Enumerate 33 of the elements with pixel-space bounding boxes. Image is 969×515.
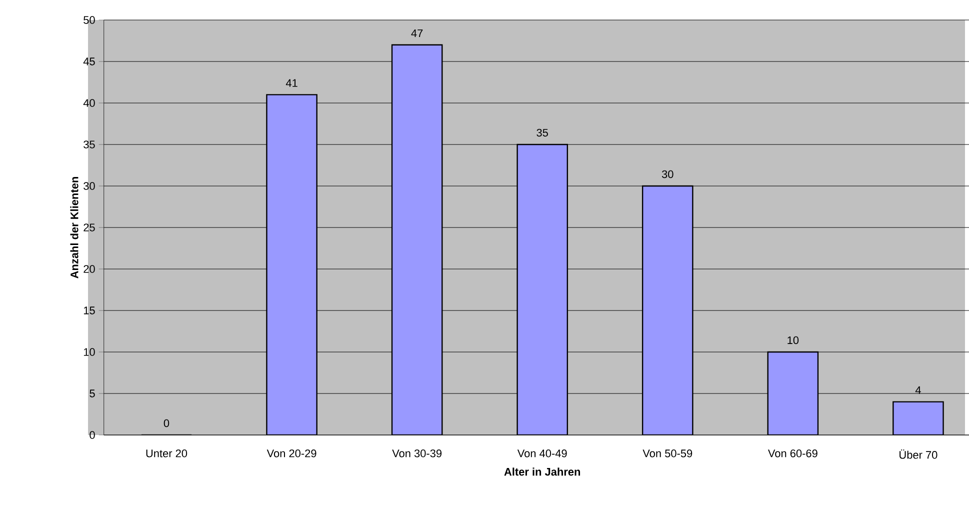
- y-tick-label: 45: [83, 58, 95, 66]
- data-label: 10: [788, 336, 799, 344]
- data-label: 30: [662, 170, 674, 178]
- y-tick-label: 10: [84, 348, 95, 356]
- bar: [642, 185, 694, 435]
- data-label: 0: [164, 419, 170, 428]
- x-tick-label: Von 30-39: [392, 450, 442, 458]
- y-tick-label: 25: [84, 224, 95, 232]
- y-tick-label: 35: [84, 140, 95, 148]
- x-tick-label: Über 70: [900, 450, 938, 459]
- x-tick-label: Von 50-59: [642, 450, 692, 458]
- y-tick-label: 30: [84, 182, 95, 190]
- x-tick-label: Von 20-29: [266, 450, 316, 458]
- x-axis-title: Alter in Jahren: [504, 468, 580, 476]
- y-tick-label: 0: [90, 431, 95, 439]
- bar: [391, 44, 443, 435]
- x-tick-label: Von 60-69: [768, 450, 818, 458]
- data-label: 4: [915, 386, 921, 394]
- y-tick-label: 50: [84, 16, 95, 24]
- x-tick-label: Von 40-49: [517, 450, 567, 458]
- data-label: 35: [536, 128, 548, 137]
- bar: [516, 144, 568, 435]
- data-label: 47: [411, 29, 423, 37]
- x-tick-label: Unter 20: [146, 450, 188, 458]
- bar: [266, 94, 318, 435]
- bar: [767, 351, 819, 435]
- y-axis-title: Anzahl der Klienten: [70, 177, 78, 278]
- y-tick-label: 5: [90, 390, 95, 398]
- bar: [892, 401, 944, 435]
- data-label: 41: [286, 79, 298, 87]
- y-tick-label: 20: [84, 265, 95, 273]
- y-tick-label: 40: [83, 99, 95, 107]
- y-tick-label: 15: [84, 306, 95, 314]
